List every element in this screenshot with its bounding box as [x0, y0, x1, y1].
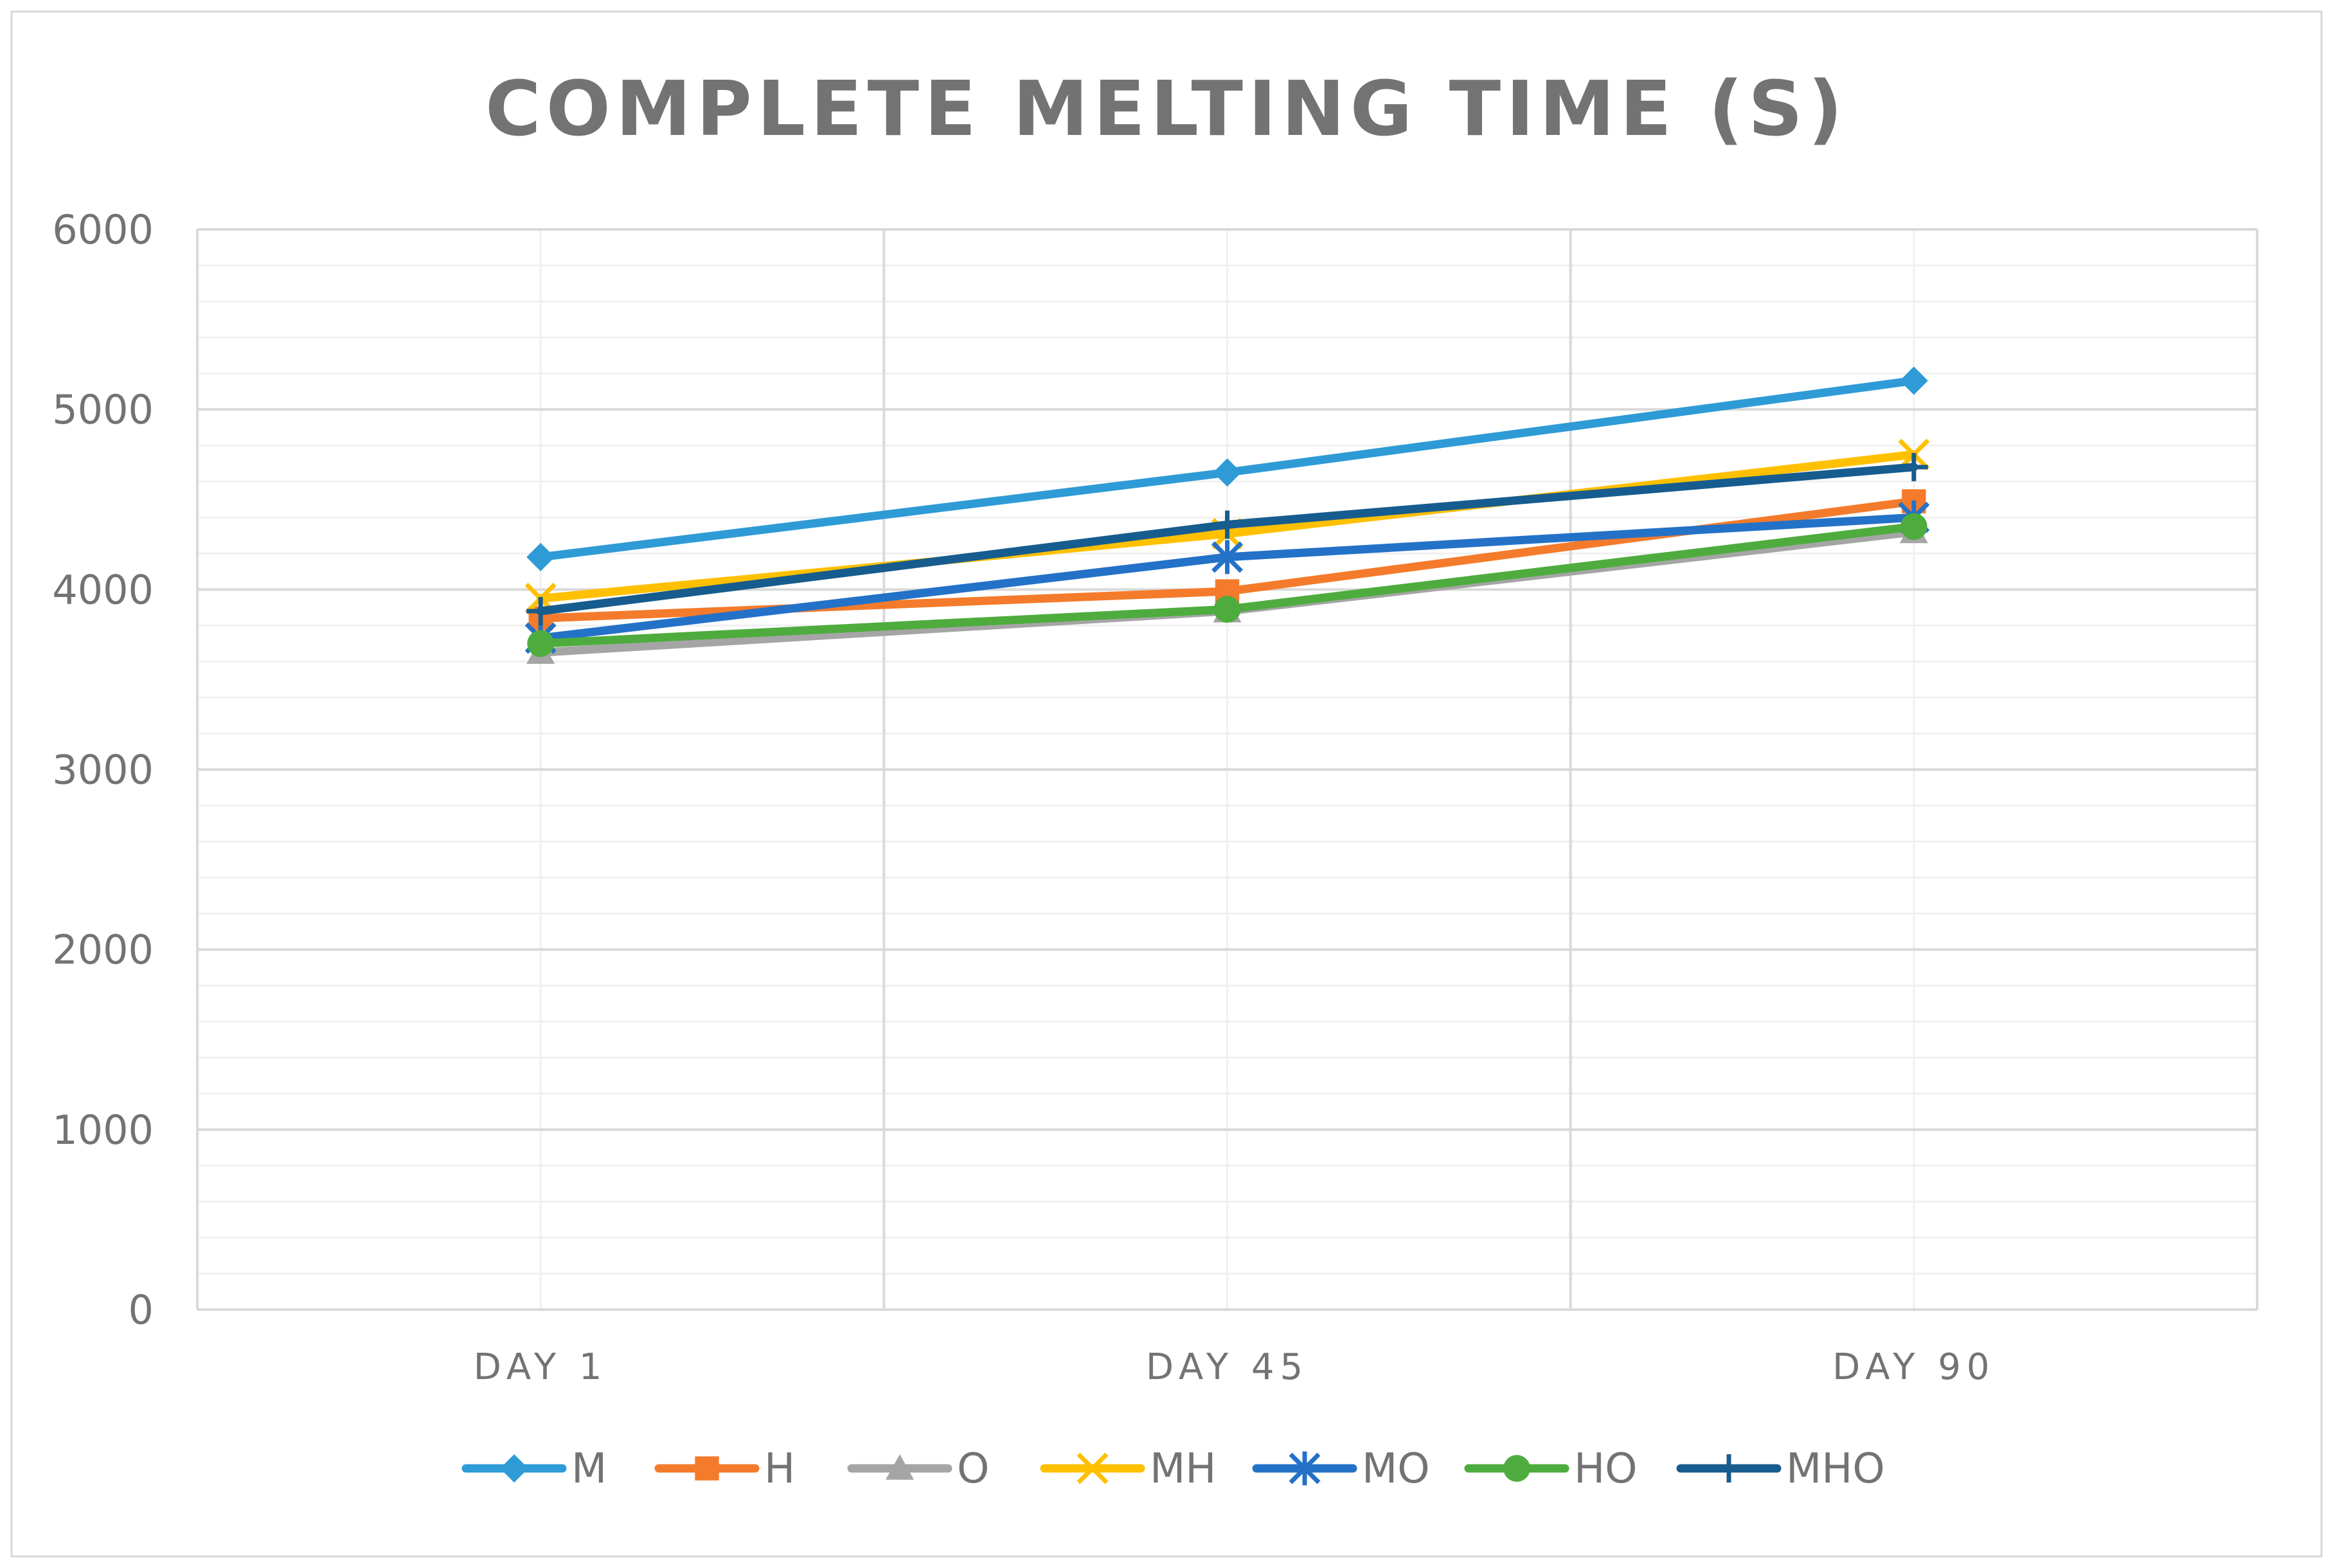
x-tick-label: DAY 1	[474, 1346, 608, 1388]
legend-label: MH	[1150, 1445, 1216, 1493]
data-point-marker	[886, 1454, 914, 1480]
legend-item-h: H	[654, 1445, 795, 1493]
data-point-marker	[1899, 452, 1928, 481]
y-tick-label: 5000	[52, 386, 154, 433]
y-tick-label: 1000	[52, 1107, 154, 1154]
data-point-marker	[1503, 1455, 1530, 1482]
legend-item-mh: MH	[1040, 1445, 1216, 1493]
legend-label: MO	[1362, 1445, 1430, 1493]
chart-border	[10, 10, 2323, 1558]
data-point-marker	[1899, 366, 1928, 395]
data-point-marker	[500, 1454, 528, 1483]
x-tick-label: DAY 90	[1832, 1346, 1995, 1388]
data-point-marker	[1211, 540, 1243, 575]
chart-title: COMPLETE MELTING TIME (S)	[485, 64, 1848, 153]
legend-item-o: O	[847, 1445, 989, 1493]
legend-label: MHO	[1786, 1445, 1885, 1493]
legend-item-ho: HO	[1464, 1445, 1638, 1493]
y-tick-label: 6000	[52, 206, 154, 253]
y-tick-label: 2000	[52, 927, 154, 974]
y-tick-label: 4000	[52, 566, 154, 613]
data-point-marker	[1900, 513, 1927, 540]
data-point-marker	[1715, 1454, 1743, 1483]
data-point-marker	[526, 596, 555, 625]
x-tick-label: DAY 45	[1146, 1346, 1309, 1388]
data-point-marker	[695, 1456, 719, 1481]
legend: M H O MH MO HO MHO	[461, 1445, 1885, 1493]
legend-item-mo: MO	[1252, 1445, 1430, 1493]
data-point-marker	[1213, 458, 1242, 487]
legend-label: O	[957, 1445, 989, 1493]
y-tick-label: 0	[129, 1287, 154, 1333]
data-point-marker	[1213, 596, 1241, 623]
legend-item-m: M	[461, 1445, 607, 1493]
data-point-marker	[527, 630, 555, 657]
series-ho	[527, 513, 1927, 657]
legend-item-mho: MHO	[1676, 1445, 1885, 1493]
legend-label: H	[764, 1445, 795, 1493]
axis-layer: 0 1000 2000 3000 4000 5000 6000 DAY 1 DAY 45 DAY …	[52, 206, 2257, 1388]
series-m	[526, 366, 1928, 571]
y-tick-label: 3000	[52, 747, 154, 794]
data-point-marker	[526, 542, 555, 571]
series-layer	[524, 366, 1930, 664]
data-point-marker	[1289, 1451, 1321, 1486]
legend-label: HO	[1574, 1445, 1638, 1493]
series-mho	[526, 452, 1928, 625]
data-point-marker	[1077, 1452, 1109, 1484]
legend-label: M	[571, 1445, 607, 1493]
data-point-marker	[1213, 510, 1242, 539]
